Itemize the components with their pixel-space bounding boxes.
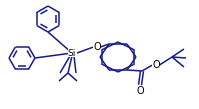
Text: O: O: [152, 60, 160, 70]
Text: O: O: [136, 86, 144, 96]
Text: Si: Si: [68, 49, 76, 58]
Text: O: O: [93, 42, 101, 52]
